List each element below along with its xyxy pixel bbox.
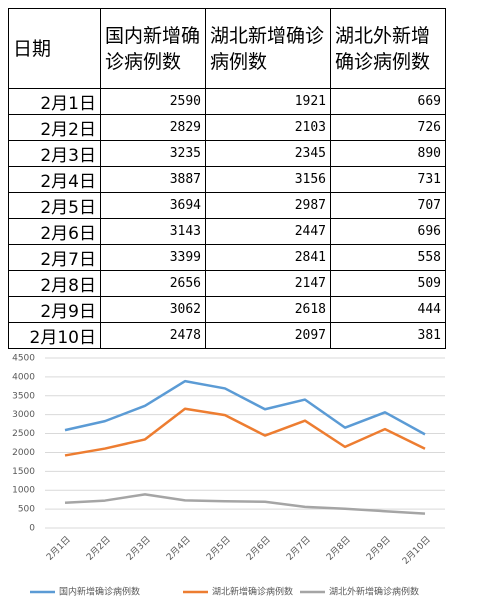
table-row: 2月7日 3399 2841 558 [8,244,446,271]
table-row: 2月9日 3062 2618 444 [8,296,446,323]
header-cell: 湖北新增确诊病例数 [205,8,331,89]
data-line [64,407,426,457]
table-row: 2月6日 3143 2447 696 [8,218,446,245]
value-cell: 707 [330,192,446,219]
value-cell: 2345 [205,140,331,167]
date-cell: 2月8日 [8,270,101,297]
table-row: 2月3日 3235 2345 890 [8,140,446,167]
date-cell: 2月9日 [8,296,101,323]
y-tick-label: 3000 [12,410,35,420]
table-row: 2月10日 2478 2097 381 [8,322,446,349]
y-tick-label: 500 [18,505,35,515]
header-cell: 日期 [8,8,101,89]
header-cell: 湖北外新增确诊病例数 [330,8,446,89]
x-tick-label: 2月2日 [84,534,113,563]
table-row: 2月5日 3694 2987 707 [8,192,446,219]
y-tick-label: 3500 [12,391,35,401]
value-cell: 2478 [100,322,206,349]
table-row: 2月1日 2590 1921 669 [8,88,446,115]
table-row: 2月8日 2656 2147 509 [8,270,446,297]
x-tick-label: 2月1日 [44,534,73,563]
y-tick-label: 4000 [12,372,35,382]
value-cell: 381 [330,322,446,349]
y-tick-label: 2500 [12,429,35,439]
value-cell: 2841 [205,244,331,271]
data-line [64,379,426,436]
value-cell: 2447 [205,218,331,245]
x-tick-label: 2月6日 [244,534,273,563]
value-cell: 558 [330,244,446,271]
x-tick-label: 2月7日 [284,534,313,563]
value-cell: 3399 [100,244,206,271]
header-cell: 国内新增确诊病例数 [100,8,206,89]
value-cell: 2618 [205,296,331,323]
x-tick-label: 2月8日 [324,534,353,563]
value-cell: 2147 [205,270,331,297]
value-cell: 1921 [205,88,331,115]
value-cell: 3156 [205,166,331,193]
legend-label: 湖北外新增确诊病例数 [329,586,419,598]
date-cell: 2月5日 [8,192,101,219]
value-cell: 890 [330,140,446,167]
x-tick-label: 2月10日 [400,534,433,567]
value-cell: 509 [330,270,446,297]
value-cell: 2829 [100,114,206,141]
x-tick-label: 2月9日 [364,534,393,563]
value-cell: 2656 [100,270,206,297]
chart: 0 500 1000 1500 2000 2500 3000 3500 4000 4500 2月1日… [12,354,445,598]
value-cell: 696 [330,218,446,245]
value-cell: 3694 [100,192,206,219]
value-cell: 3235 [100,140,206,167]
date-cell: 2月2日 [8,114,101,141]
y-tick-label: 2000 [12,448,35,458]
value-cell: 444 [330,296,446,323]
legend-label: 湖北新增确诊病例数 [212,586,293,598]
value-cell: 3887 [100,166,206,193]
value-cell: 726 [330,114,446,141]
data-table: 日期 国内新增确诊病例数 湖北新增确诊病例数 湖北外新增确诊病例数 2月1日 2590 1… [8,8,446,349]
date-cell: 2月3日 [8,140,101,167]
y-tick-label: 4500 [12,354,35,364]
y-tick-label: 1500 [12,467,35,477]
x-tick-label: 2月5日 [204,534,233,563]
table-row: 2月4日 3887 3156 731 [8,166,446,193]
date-cell: 2月6日 [8,218,101,245]
y-tick-label: 0 [29,524,35,534]
value-cell: 731 [330,166,446,193]
date-cell: 2月1日 [8,88,101,115]
date-cell: 2月10日 [8,322,101,349]
x-tick-label: 2月3日 [124,534,153,563]
x-tick-label: 2月4日 [164,534,193,563]
value-cell: 2590 [100,88,206,115]
date-cell: 2月7日 [8,244,101,271]
date-cell: 2月4日 [8,166,101,193]
value-cell: 669 [330,88,446,115]
data-line [64,493,426,515]
value-cell: 3143 [100,218,206,245]
value-cell: 2103 [205,114,331,141]
value-cell: 2987 [205,192,331,219]
y-tick-label: 1000 [12,486,35,496]
table-row: 2月2日 2829 2103 726 [8,114,446,141]
legend-label: 国内新增确诊病例数 [59,586,140,598]
value-cell: 3062 [100,296,206,323]
